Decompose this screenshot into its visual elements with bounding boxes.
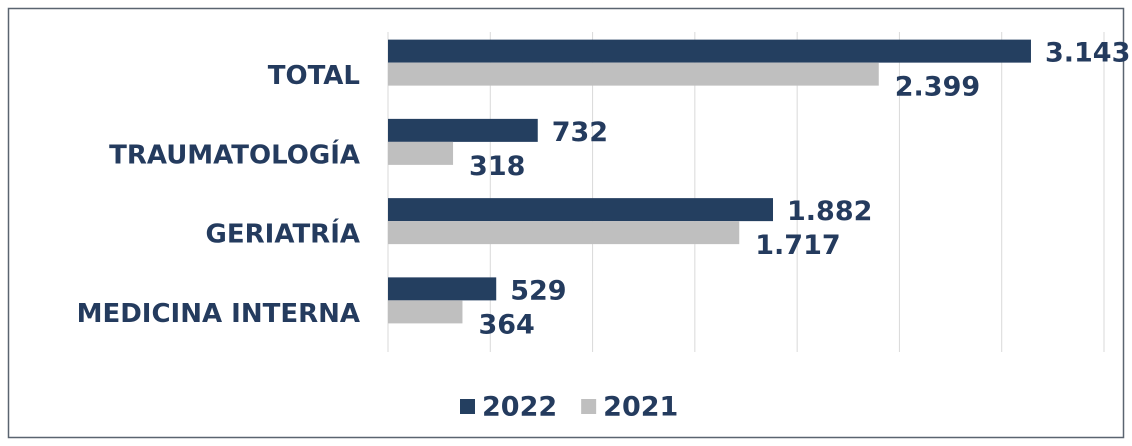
bar [388,39,1031,63]
legend-label: 2021 [603,392,678,423]
legend-label: 2022 [482,392,557,423]
bar [388,118,538,142]
bar [388,141,454,165]
bar [388,221,740,245]
data-label: 364 [478,309,534,340]
data-label: 1.717 [755,230,840,261]
bar [388,62,879,86]
bar [388,198,774,222]
data-label: 318 [469,151,525,182]
data-label: 3.143 [1045,38,1130,69]
data-label: 529 [510,275,566,306]
y-tick-label: TOTAL [268,61,360,91]
y-tick-label: MEDICINA INTERNA [77,299,360,329]
y-tick-label: GERIATRÍA [206,218,360,250]
data-label: 1.882 [787,196,872,227]
data-label: 2.399 [895,72,980,103]
legend-swatch [581,399,597,414]
data-label: 732 [552,117,608,148]
bar [388,277,497,301]
y-tick-label: TRAUMATOLOGÍA [109,138,360,170]
bar [388,300,463,324]
legend-swatch [460,399,475,414]
